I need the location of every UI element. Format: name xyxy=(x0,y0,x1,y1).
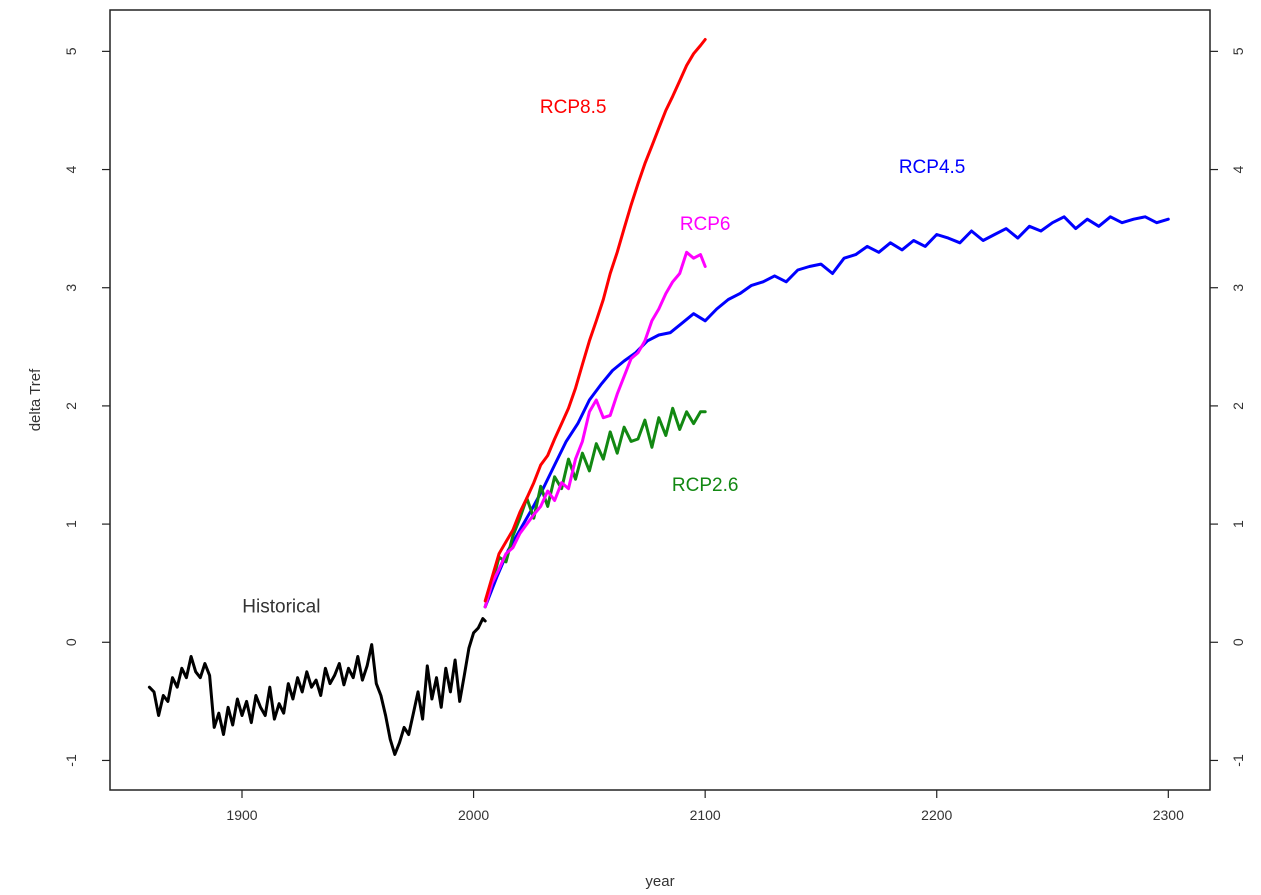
x-axis: 1900 2000 2100 2200 2300 xyxy=(226,790,1184,823)
y-tick-label-right: 1 xyxy=(1230,520,1246,528)
series-line-rcp2-6 xyxy=(483,406,707,609)
y-axis-left: -1 0 1 2 3 4 5 xyxy=(63,47,110,767)
y-tick-label-left: 0 xyxy=(63,638,79,646)
series-line-rcp8-5 xyxy=(483,38,707,603)
y-tick-label-right: -1 xyxy=(1230,754,1246,767)
x-tick-label: 2200 xyxy=(921,807,952,823)
x-tick-label: 2100 xyxy=(690,807,721,823)
series-label-historical: Historical xyxy=(242,597,320,618)
y-tick-label-right: 4 xyxy=(1230,165,1246,173)
x-axis-title: year xyxy=(645,873,674,890)
series-label-rcp8-5: RCP8.5 xyxy=(540,97,607,118)
y-axis-right: -1 0 1 2 3 4 5 xyxy=(1210,47,1246,767)
y-tick-label-left: 3 xyxy=(63,284,79,292)
y-tick-label-left: 2 xyxy=(63,402,79,410)
y-tick-label-left: 4 xyxy=(63,165,79,173)
y-axis-title: delta Tref xyxy=(27,368,44,431)
series-label-rcp6: RCP6 xyxy=(680,214,731,235)
series-layer xyxy=(147,38,1170,756)
y-tick-label-left: -1 xyxy=(63,754,79,767)
y-tick-label-right: 0 xyxy=(1230,638,1246,646)
x-tick-label: 2000 xyxy=(458,807,489,823)
series-label-rcp4-5: RCP4.5 xyxy=(899,157,966,178)
y-tick-label-right: 5 xyxy=(1230,47,1246,55)
series-line-rcp4-5 xyxy=(483,215,1170,609)
series-line-rcp6 xyxy=(483,250,707,609)
x-tick-label: 2300 xyxy=(1153,807,1184,823)
annotation-layer: Historical RCP8.5 RCP4.5 RCP6 RCP2.6 xyxy=(242,97,965,618)
plot-frame xyxy=(109,9,1211,791)
y-tick-label-right: 2 xyxy=(1230,402,1246,410)
x-tick-label: 1900 xyxy=(226,807,257,823)
y-tick-label-left: 1 xyxy=(63,520,79,528)
y-tick-label-right: 3 xyxy=(1230,284,1246,292)
series-label-rcp2-6: RCP2.6 xyxy=(672,475,739,496)
series-line-historical xyxy=(147,617,487,756)
y-tick-label-left: 5 xyxy=(63,47,79,55)
